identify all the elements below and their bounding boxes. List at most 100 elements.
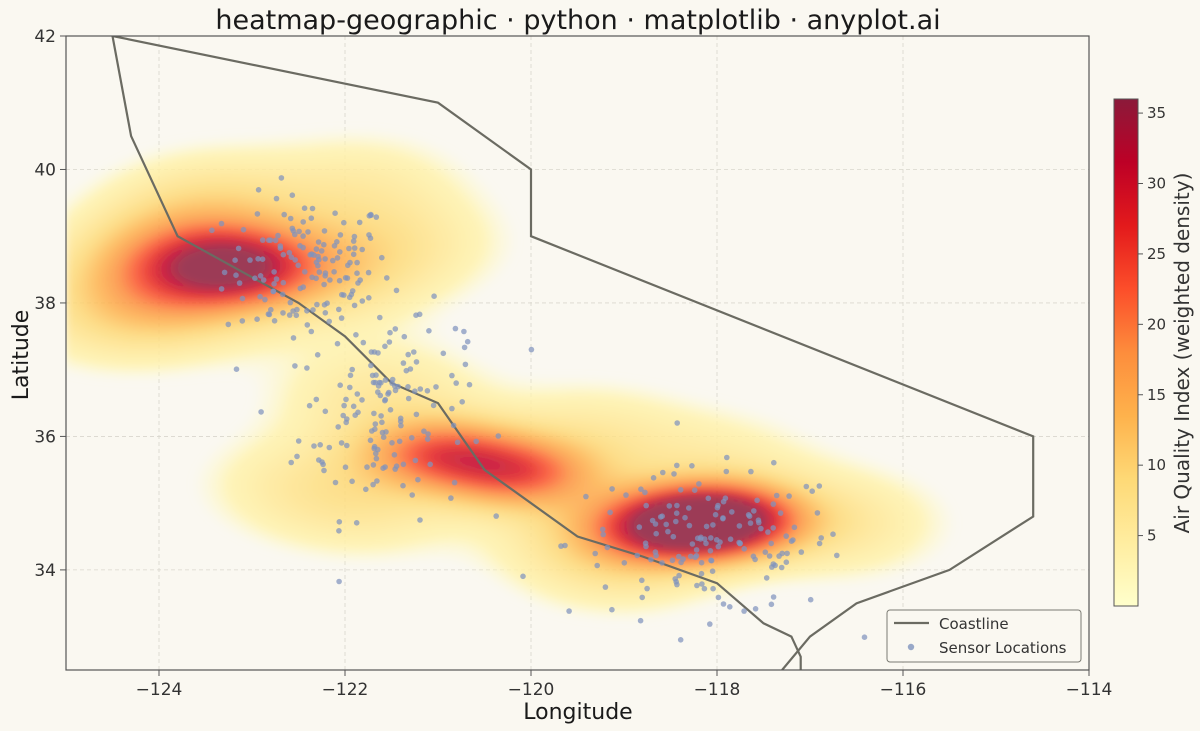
sensor-point (520, 573, 526, 580)
sensor-point (364, 464, 370, 470)
sensor-point (768, 540, 774, 547)
sensor-point (271, 269, 277, 275)
sensor-point (344, 275, 351, 281)
sensor-point (861, 634, 868, 640)
sensor-point (464, 338, 471, 345)
sensor-point (763, 575, 770, 581)
sensor-point (386, 339, 393, 345)
sensor-point (709, 568, 716, 574)
colorbar-tick-label: 35 (1147, 104, 1166, 122)
sensor-point (752, 606, 759, 612)
sensor-point (371, 410, 377, 417)
sensor-point (300, 284, 307, 290)
sensor-point (691, 487, 698, 494)
sensor-point (676, 572, 682, 579)
sensor-point (240, 226, 247, 233)
sensor-point (289, 225, 296, 232)
sensor-point (814, 510, 821, 516)
sensor-point (421, 428, 427, 435)
sensor-point (354, 259, 360, 266)
sensor-point (639, 594, 645, 601)
sensor-point (257, 293, 263, 300)
sensor-point (426, 328, 432, 334)
sensor-point (266, 311, 273, 318)
sensor-point (405, 351, 412, 358)
sensor-point (427, 461, 434, 468)
sensor-point (642, 489, 648, 496)
sensor-point (720, 498, 727, 505)
sensor-point (292, 363, 298, 369)
plot-frame (65, 35, 1090, 671)
sensor-point (271, 281, 277, 287)
x-axis-ticks: −124 −122 −120 −118 −116 −114 (136, 670, 1112, 700)
sensor-point (528, 346, 535, 353)
sensor-point (332, 479, 339, 486)
sensor-point (772, 562, 778, 569)
sensor-point (304, 322, 311, 328)
sensor-point (699, 581, 705, 587)
sensor-point (336, 519, 343, 525)
sensor-point (384, 275, 390, 281)
sensor-point (347, 384, 353, 391)
sensor-point (818, 535, 824, 541)
sensor-point (301, 205, 308, 211)
sensor-point (273, 195, 280, 202)
sensor-point (453, 380, 460, 386)
sensor-point (327, 277, 333, 283)
sensor-point (409, 435, 415, 441)
sensor-point (830, 531, 836, 537)
sensor-point (252, 275, 258, 282)
sensor-point (693, 547, 700, 553)
sensor-point (395, 383, 401, 390)
sensor-point (649, 517, 656, 524)
sensor-point (400, 360, 407, 366)
sensor-point (360, 339, 367, 346)
sensor-point (319, 459, 325, 465)
colorbar-tick-label: 10 (1147, 456, 1166, 474)
sensor-point (225, 321, 232, 328)
sensor-point (280, 279, 287, 286)
sensor-point (324, 300, 330, 307)
y-tick-label: 36 (34, 427, 56, 447)
sensor-point (638, 486, 644, 493)
sensor-point (741, 608, 747, 614)
colorbar-tick-label: 30 (1147, 175, 1166, 193)
sensor-point (770, 501, 777, 507)
legend-coastline-label: Coastline (939, 615, 1009, 633)
sensor-point (729, 509, 735, 515)
sensor-point (663, 521, 669, 528)
sensor-point (338, 315, 345, 321)
sensor-point (604, 544, 611, 551)
sensor-point (254, 316, 260, 323)
x-tick-label: −124 (136, 680, 183, 700)
sensor-point (321, 467, 327, 474)
sensor-point (368, 362, 374, 369)
sensor-point (755, 517, 762, 523)
sensor-point (451, 479, 458, 486)
sensor-point (336, 528, 342, 534)
sensor-point (452, 325, 459, 332)
x-tick-label: −120 (508, 680, 555, 700)
sensor-point (288, 459, 295, 466)
sensor-point (346, 245, 352, 252)
sensor-point (289, 192, 296, 198)
sensor-point (300, 233, 306, 239)
sensor-point (609, 486, 615, 492)
sensor-point (639, 577, 645, 584)
sensor-point (304, 365, 310, 371)
sensor-point (644, 585, 650, 592)
sensor-point (270, 288, 277, 295)
sensor-point (370, 379, 377, 386)
sensor-point (807, 596, 814, 603)
sensor-point (495, 433, 502, 439)
colorbar-label: Air Quality Index (weighted density) (1170, 173, 1194, 534)
legend-box (886, 609, 1082, 663)
sensor-point (257, 273, 264, 279)
sensor-point (600, 531, 606, 538)
sensor-point (318, 248, 325, 254)
sensor-point (300, 219, 307, 225)
sensor-point (382, 377, 389, 383)
sensor-point (392, 466, 399, 472)
sensor-point (583, 493, 589, 500)
